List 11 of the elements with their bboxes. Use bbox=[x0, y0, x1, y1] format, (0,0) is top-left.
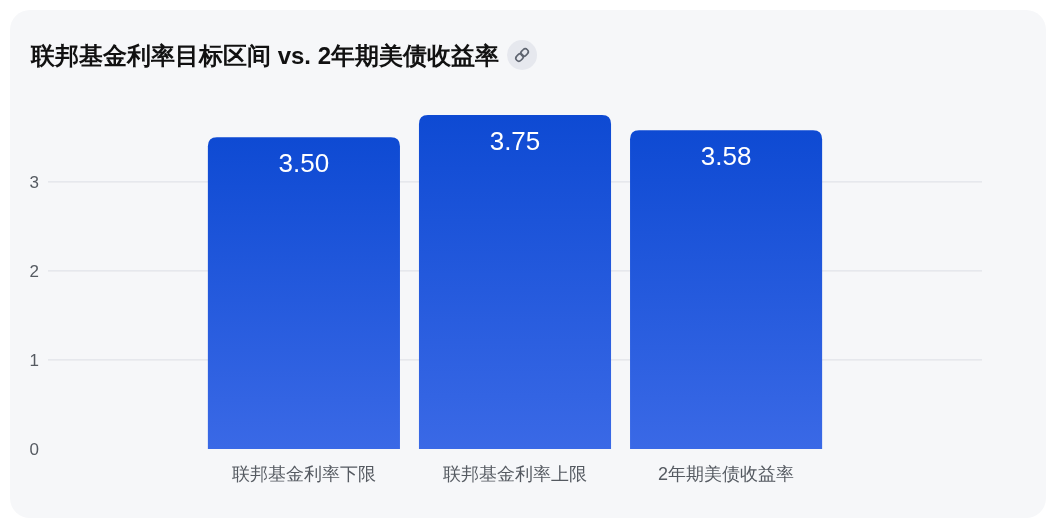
x-tick-label: 联邦基金利率下限 bbox=[231, 464, 376, 484]
data-label: 3.50 bbox=[278, 148, 330, 179]
y-tick-label: 3 bbox=[29, 172, 39, 192]
chart-title: 联邦基金利率目标区间 vs. 2年期美债收益率 bbox=[30, 42, 500, 69]
data-label: 3.58 bbox=[700, 141, 752, 172]
y-tick-label: 0 bbox=[29, 440, 39, 459]
y-tick-label: 2 bbox=[29, 261, 39, 281]
x-tick-label: 2年期美债收益率 bbox=[658, 464, 795, 484]
x-tick-label: 联邦基金利率上限 bbox=[443, 464, 587, 484]
data-label: 3.75 bbox=[489, 126, 541, 156]
y-tick-label: 1 bbox=[29, 350, 39, 370]
